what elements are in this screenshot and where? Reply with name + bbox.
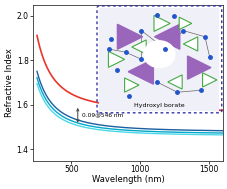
- X-axis label: Wavelength (nm): Wavelength (nm): [91, 175, 164, 184]
- Y-axis label: Refractive Index: Refractive Index: [5, 48, 14, 117]
- Text: 0.09@546 nm: 0.09@546 nm: [81, 112, 123, 117]
